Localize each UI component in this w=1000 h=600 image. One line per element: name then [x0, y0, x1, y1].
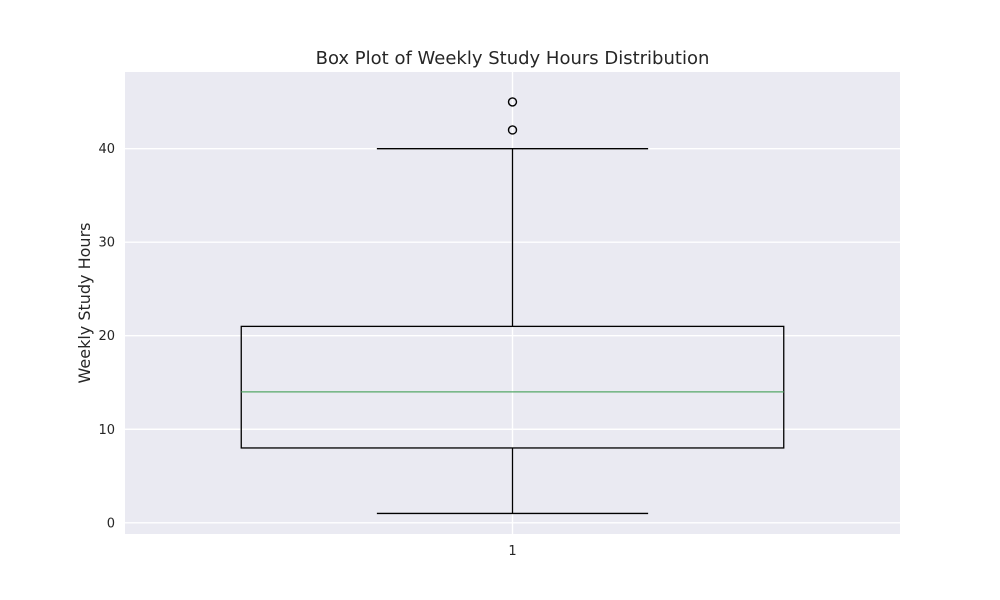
y-tick-label: 40: [98, 142, 115, 157]
iqr-box: [240, 325, 785, 449]
y-tick-label: 10: [98, 423, 115, 438]
y-axis-label: Weekly Study Hours: [75, 223, 94, 384]
y-tick-label: 0: [107, 516, 115, 531]
y-tick-label: 20: [98, 329, 115, 344]
outlier-point: [507, 125, 518, 135]
x-axis-ticks: 1: [508, 544, 516, 559]
y-tick-label: 30: [98, 236, 115, 251]
outlier-point: [507, 97, 518, 107]
chart-title: Box Plot of Weekly Study Hours Distribut…: [316, 48, 710, 69]
box-series: [240, 97, 785, 515]
y-axis-ticks: 0 10 20 30 40: [98, 142, 115, 531]
box-group: [240, 97, 785, 515]
x-tick-label: 1: [508, 544, 516, 559]
